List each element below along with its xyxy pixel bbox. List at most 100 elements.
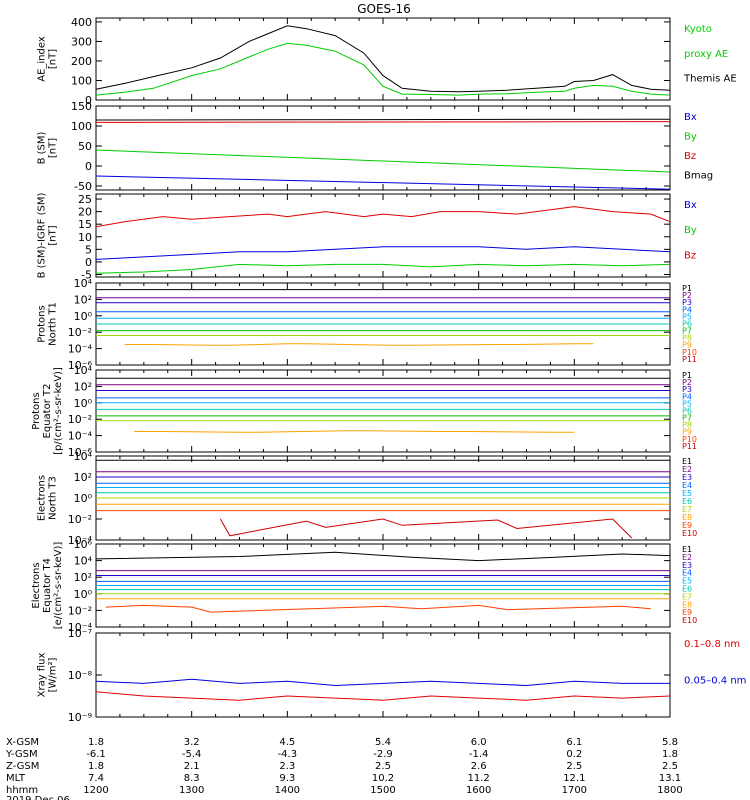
orbit-cell: 5.8 [662,737,678,748]
legend-label: E8 [682,513,692,522]
legend-label: E6 [682,585,692,594]
legend-label: E4 [682,569,692,578]
series-line-0-1-0-8-nm [95,691,671,701]
legend-label: P9 [682,341,692,350]
orbit-date: 2019 Dec 06 [6,795,70,800]
y-tick-label: 10⁰ [74,588,93,601]
legend-label: E4 [682,481,692,490]
legend-label: P7 [682,327,692,336]
y-tick-label: 10⁶ [74,538,93,551]
legend-label: P6 [682,319,692,328]
series-line-0-05-0-4-nm [95,678,670,687]
y-tick-label: 10⁻⁹ [68,711,92,724]
series-line-bmag [95,118,671,121]
y-tick-label: 10² [74,380,92,393]
series-group-bigrf [95,206,671,274]
orbit-cell: 1600 [466,785,491,796]
y-tick-label: 10⁰ [74,310,93,323]
panel-frame [95,369,671,453]
y-tick-label: 25 [78,193,92,206]
y-axis-label: Equator T4 [42,558,53,613]
y-axis-label: [nT] [48,225,59,245]
legend-label: E1 [682,545,692,554]
series-group-pnorth [96,289,670,346]
y-axis-label: [e/(cm²-s-sr-keV)] [53,542,64,630]
y-tick-label: 50 [78,140,92,153]
legend-label: E8 [682,600,692,609]
y-tick-label: 10⁻² [68,413,92,426]
legend-label: E2 [682,553,692,562]
y-tick-label: 10 [78,231,92,244]
y-tick-label: 10⁰ [74,492,93,505]
chart-title: GOES-16 [357,2,411,16]
legend-label: Themis AE [683,74,737,85]
y-tick-label: 10⁻² [68,604,92,617]
y-tick-label: 300 [71,35,92,48]
legend-label: P3 [682,385,692,394]
y-tick-label: 10⁻⁶ [68,446,93,459]
orbit-cell: 2.1 [184,761,200,772]
series-line-e9 [105,604,651,613]
orbit-cell: 2.5 [662,761,678,772]
y-axis-label: Protons [37,305,48,342]
y-tick-label: 10⁰ [74,397,93,410]
y-tick-label: 10⁻⁴ [68,343,93,356]
series-line-kyoto-proxy-ae [95,42,671,96]
y-axis-label: [p/(cm²-s-sr-keV)] [53,367,64,455]
orbit-cell: 10.2 [372,773,394,784]
series-line-bz [95,206,671,228]
y-axis-label: Xray flux [37,653,48,698]
orbit-cell: -4.3 [278,749,298,760]
series-line-e1 [95,551,671,562]
y-tick-label: 10⁴ [74,364,93,377]
legend-label: E10 [682,529,697,538]
y-tick-label: 10⁻⁸ [68,669,93,682]
orbit-cell: 7.4 [88,773,104,784]
y-axis-label: North T1 [48,302,59,346]
series-line-bx [95,175,671,190]
legend-label: 0.05–0.4 nm [684,676,746,687]
y-tick-label: 10⁴ [74,277,93,290]
y-tick-label: 10⁻⁶ [68,359,93,372]
legend-label: E1 [682,457,692,466]
panel-frame [95,632,671,718]
y-tick-label: 10⁻² [68,513,92,526]
orbit-row-label: hhmm [6,785,38,796]
legend-label: Bx [684,112,697,123]
orbit-cell: 5.4 [375,737,391,748]
orbit-row-label: Y-GSM [5,749,38,760]
y-tick-label: 20 [78,206,92,219]
orbit-cell: 1300 [179,785,204,796]
y-axis-label: B (SM)-IGRF (SM) [37,193,48,279]
orbit-cell: 9.3 [279,773,295,784]
orbit-cell: 0.2 [566,749,582,760]
y-tick-label: 10² [74,471,92,484]
y-tick-label: 0 [85,94,92,107]
orbit-cell: 1500 [370,785,395,796]
legend-label: E7 [682,505,692,514]
orbit-cell: 1.8 [662,749,678,760]
y-tick-label: -5 [81,268,92,281]
series-group-xray [95,678,671,701]
legend-label: E3 [682,473,692,482]
panel-peq: 10⁴ 10² 10⁰ 10⁻² 10⁻⁴ 10⁻⁶ Protons Equator T2 [p… [31,364,697,459]
series-line-p9 [124,343,594,346]
legend-label: P5 [682,312,692,321]
panel-frame [95,105,671,191]
legend-label: E9 [682,608,692,617]
orbit-cell: 1800 [657,785,682,796]
legend-label: Bx [684,200,697,211]
legend-label: E2 [682,465,692,474]
orbit-cell: 2.5 [375,761,391,772]
series-line-by [95,263,671,274]
orbit-cell: 13.1 [659,773,681,784]
y-axis-label: [nT] [48,138,59,158]
series-line-by [95,149,671,173]
y-tick-label: -50 [74,180,92,193]
orbit-cell: 8.3 [184,773,200,784]
y-tick-label: 10² [74,293,92,306]
y-axis-label: North T3 [48,476,59,520]
